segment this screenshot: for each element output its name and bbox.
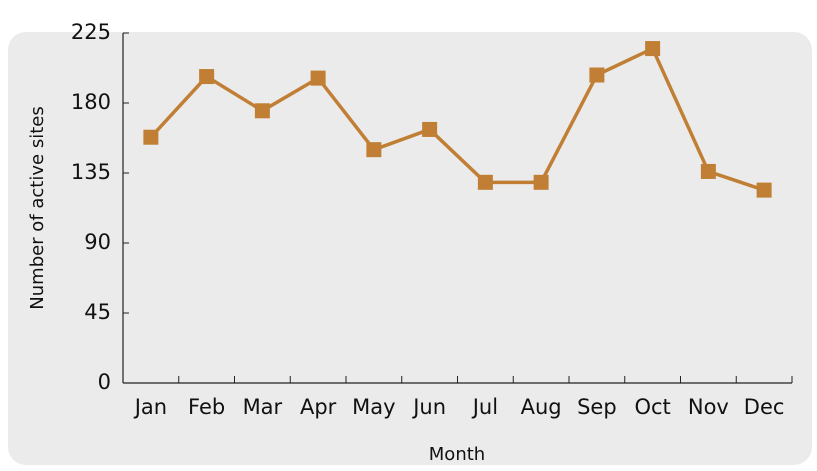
marker [645, 41, 661, 57]
marker [756, 182, 772, 198]
y-tick-label: 135 [71, 160, 111, 184]
y-tick-label: 90 [84, 230, 111, 254]
y-tick-label: 225 [71, 20, 111, 44]
x-tick-label: Nov [688, 395, 729, 419]
y-tick-label: 45 [84, 300, 111, 324]
y-axis-label: Number of active sites [27, 106, 48, 309]
y-tick-label: 0 [98, 370, 111, 394]
marker [422, 121, 438, 137]
marker [589, 67, 605, 83]
marker [143, 129, 159, 145]
marker [533, 174, 549, 190]
marker [477, 174, 493, 190]
marker [310, 70, 326, 86]
marker [199, 69, 215, 85]
panel [8, 32, 812, 465]
x-tick-label: Dec [744, 395, 785, 419]
marker [700, 163, 716, 179]
x-tick-label: Oct [634, 395, 670, 419]
x-tick-label: May [352, 395, 395, 419]
x-tick-label: Sep [577, 395, 617, 419]
x-tick-label: Feb [188, 395, 225, 419]
marker [254, 103, 270, 119]
x-tick-label: Aug [521, 395, 562, 419]
series-line [149, 46, 765, 192]
x-tick-label: Mar [243, 395, 283, 419]
marker [366, 142, 382, 158]
y-tick-label: 180 [71, 90, 111, 114]
x-tick-label: Jun [411, 395, 446, 419]
x-tick-label: Jul [471, 395, 498, 419]
x-axis-label: Month [429, 444, 485, 465]
x-tick-label: Jan [133, 395, 167, 419]
x-tick-label: Apr [300, 395, 337, 419]
